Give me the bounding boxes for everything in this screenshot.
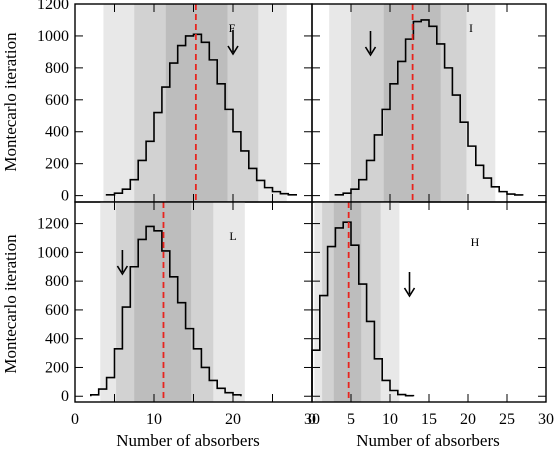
y-axis-title-top: Montecarlo iteration	[1, 32, 20, 172]
y-tick-label-top-row: 200	[45, 156, 69, 173]
x-tick-label-left: 10	[146, 411, 162, 428]
observed-arrow-head-h	[403, 287, 416, 298]
histogram-h	[311, 221, 415, 397]
x-tick-label-right: 30	[538, 411, 554, 428]
histogram-f	[105, 33, 297, 196]
observed-arrow-head-i	[364, 46, 377, 57]
panel-label-f: F	[229, 21, 236, 35]
y-tick-label-bottom-row: 1000	[37, 244, 69, 261]
y-axis-title-bottom: Montecarlo iteration	[1, 234, 20, 374]
observed-arrow-head-f	[227, 45, 239, 56]
y-tick-label-top-row: 400	[45, 124, 69, 141]
y-tick-label-top-row: 0	[61, 188, 69, 205]
histogram-l	[90, 225, 242, 397]
x-tick-label-left: 20	[225, 411, 241, 428]
x-tick-label-left: 30	[304, 411, 320, 428]
x-axis-title-left: Number of absorbers	[116, 431, 260, 449]
y-tick-label-bottom-row: 0	[61, 388, 69, 405]
x-tick-label-right: 10	[382, 411, 398, 428]
band-inner-i	[383, 4, 441, 202]
y-tick-label-top-row: 1200	[37, 0, 69, 13]
y-tick-label-top-row: 800	[45, 60, 69, 77]
x-tick-label-right: 5	[347, 411, 355, 428]
panel-label-i: I	[469, 21, 473, 35]
band-inner-h	[333, 202, 362, 402]
x-tick-label-right: 15	[421, 411, 437, 428]
histogram-i	[334, 19, 524, 196]
y-tick-label-bottom-row: 1200	[37, 216, 69, 233]
y-tick-label-bottom-row: 400	[45, 331, 69, 348]
x-tick-label-right: 0	[308, 411, 316, 428]
y-tick-label-bottom-row: 600	[45, 302, 69, 319]
panel-label-l: L	[229, 229, 236, 243]
y-tick-label-bottom-row: 200	[45, 359, 69, 376]
y-tick-label-top-row: 600	[45, 92, 69, 109]
observed-arrow-head-l	[116, 265, 129, 276]
x-axis-title-right: Number of absorbers	[356, 431, 500, 449]
y-tick-label-bottom-row: 800	[45, 273, 69, 290]
x-tick-label-left: 0	[71, 411, 79, 428]
y-tick-label-top-row: 1000	[37, 28, 69, 45]
x-tick-label-right: 25	[499, 411, 515, 428]
panel-label-h: H	[471, 235, 480, 249]
x-tick-label-right: 20	[460, 411, 476, 428]
